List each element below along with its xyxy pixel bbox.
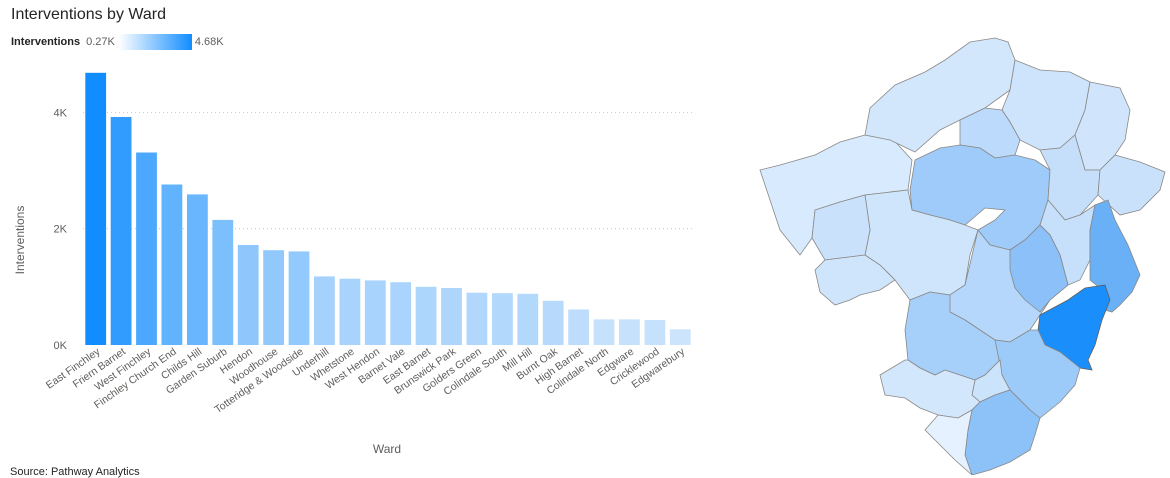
bar[interactable] — [364, 280, 386, 345]
map-ward — [1009, 224, 1069, 313]
bar[interactable] — [644, 320, 666, 345]
bar[interactable] — [390, 282, 412, 345]
x-axis-title: Ward — [373, 442, 401, 456]
y-tick-label: 4K — [54, 107, 68, 119]
bar[interactable] — [517, 293, 539, 345]
map-ward — [924, 409, 973, 475]
gridlines — [83, 111, 693, 230]
chart-title: Interventions by Ward — [11, 6, 167, 23]
bar[interactable] — [542, 300, 564, 345]
map-ward — [814, 254, 896, 306]
bar[interactable] — [466, 292, 488, 345]
bar[interactable] — [85, 72, 107, 346]
bar[interactable] — [339, 278, 361, 345]
bar[interactable] — [237, 245, 259, 345]
bar[interactable] — [492, 293, 513, 345]
bars — [85, 72, 691, 346]
map-ward — [1097, 154, 1166, 216]
color-legend: Interventions 0.27K 4.68K — [11, 34, 224, 50]
legend-gradient — [118, 34, 192, 50]
source-note: Source: Pathway Analytics — [10, 466, 140, 478]
legend-max-label: 4.68K — [194, 36, 224, 48]
bar[interactable] — [187, 194, 208, 345]
bar[interactable] — [568, 309, 589, 346]
bar[interactable] — [161, 184, 183, 346]
legend-title: Interventions — [11, 36, 81, 48]
y-tick-label: 2K — [54, 224, 68, 236]
legend-min-label: 0.27K — [86, 36, 115, 48]
bar[interactable] — [593, 319, 615, 345]
y-tick-label: 0K — [54, 340, 68, 352]
bar[interactable] — [314, 276, 335, 345]
bar[interactable] — [619, 319, 640, 345]
y-axis: 0K 2K 4K — [54, 107, 68, 352]
bar[interactable] — [110, 117, 132, 345]
ward-map — [759, 37, 1166, 475]
bar[interactable] — [212, 219, 234, 345]
bar[interactable] — [136, 152, 157, 346]
bar[interactable] — [669, 329, 691, 345]
bar[interactable] — [288, 251, 310, 345]
bar[interactable] — [415, 286, 437, 345]
bar[interactable] — [441, 288, 462, 345]
map-ward — [879, 359, 981, 419]
bar[interactable] — [263, 250, 284, 345]
map-ward — [1089, 199, 1141, 313]
y-axis-title: Interventions — [13, 206, 27, 275]
